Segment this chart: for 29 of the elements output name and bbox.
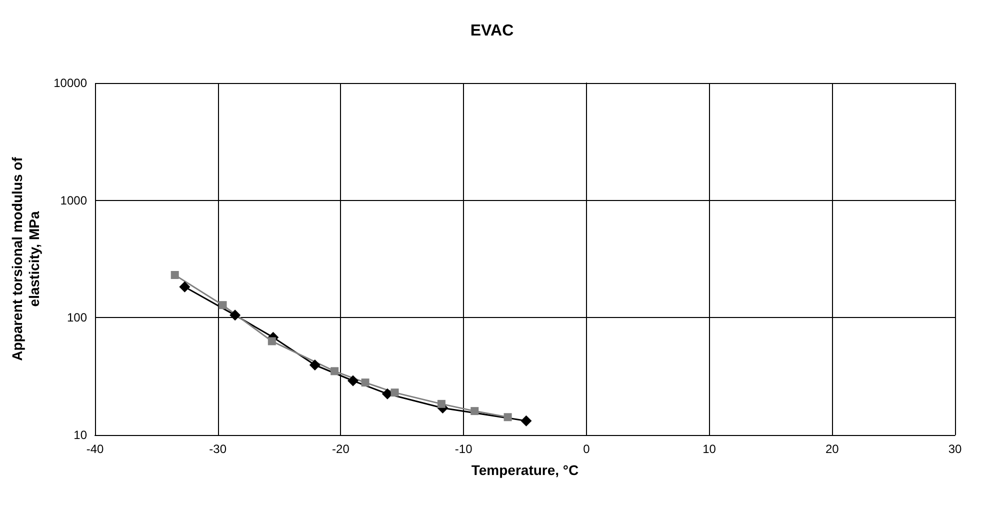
x-tick-label: -40	[86, 442, 104, 456]
point	[390, 388, 399, 397]
point	[309, 360, 320, 370]
y-tick-label: 100	[66, 310, 88, 325]
point	[437, 400, 446, 408]
x-axis-title: Temperature, °C	[471, 462, 579, 478]
point	[504, 413, 512, 422]
point	[230, 310, 241, 321]
x-tick-label: 30	[948, 442, 962, 456]
x-tick-label: -30	[209, 442, 227, 456]
x-tick-label: -10	[454, 442, 473, 456]
point	[179, 281, 190, 292]
y-tick-label: 10000	[54, 76, 88, 90]
point	[470, 407, 479, 416]
point	[268, 337, 276, 346]
x-tick-label: 0	[583, 442, 590, 456]
y-tick-label: 1000	[60, 193, 88, 208]
chart-title: EVAC	[470, 22, 514, 40]
point	[348, 375, 358, 386]
point	[330, 367, 339, 376]
point	[170, 271, 179, 280]
x-tick-label: 20	[825, 442, 840, 456]
x-tick-label: 10	[702, 442, 716, 456]
point	[218, 301, 227, 310]
x-tick-label: -20	[332, 442, 350, 456]
point	[361, 378, 370, 387]
y-axis-title: Apparent torsional modulus of elasticity, MPa	[9, 156, 42, 361]
point	[520, 415, 532, 426]
y-tick-label: 10	[74, 428, 88, 442]
